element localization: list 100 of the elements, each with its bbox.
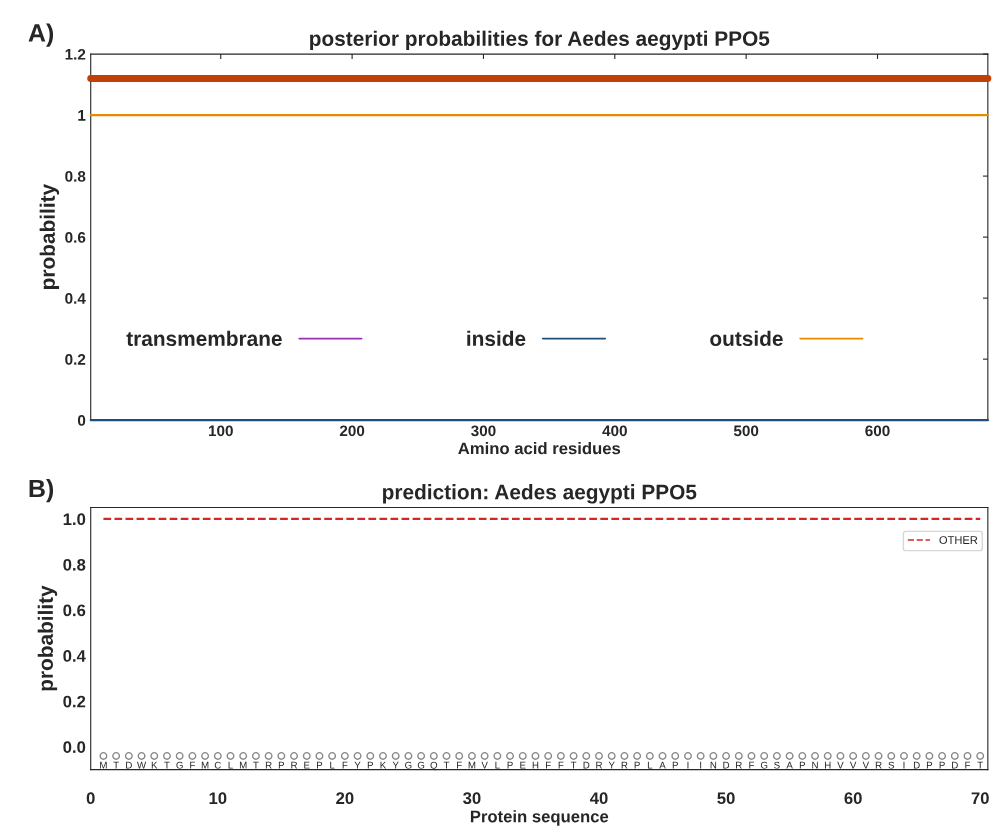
data-label: L [647,761,653,769]
data-label: A [786,761,793,769]
data-label: D [723,761,730,769]
x-tick-label: 40 [589,792,608,805]
x-tick-label: 500 [733,425,759,437]
data-label: P [672,761,678,769]
data-label: W [137,761,147,769]
data-label: R [736,761,742,769]
legend-label: inside [467,330,526,347]
data-label: L [330,761,335,769]
data-label: F [965,761,971,769]
data-label: K [151,761,158,769]
data-label: C [214,761,221,769]
data-label: N [710,761,717,769]
chart-title: prediction: Aedes aegypti PPO5 [383,484,697,504]
chart-title: posterior probabilities for Aedes aegypti PPO5 [310,30,770,51]
data-label: E [520,761,526,769]
data-label: P [507,761,513,769]
x-tick-label: 10 [209,792,227,805]
y-tick-label: 0.4 [63,650,86,662]
data-label: R [621,761,628,769]
y-tick-label: 0.6 [63,604,86,617]
data-label: Y [354,761,361,769]
data-label: M [239,761,247,769]
x-tick-label: 300 [471,425,496,437]
data-label: P [278,761,285,769]
data-label: P [317,761,323,769]
data-label: L [495,761,500,769]
y-axis-title: probability [37,585,58,691]
data-label: F [546,761,551,769]
x-tick-label: 30 [463,792,481,805]
data-label: H [532,761,539,769]
data-label: V [849,761,857,769]
legend-label: OTHER [939,536,978,545]
data-label: H [825,761,831,769]
data-label: F [457,761,462,769]
x-axis-title: Amino acid residues [458,442,621,455]
data-label: G [405,761,412,769]
x-tick-label: 70 [971,792,989,805]
data-label: R [875,761,882,769]
y-tick-label: 1.2 [65,48,86,60]
legend-label: outside [710,330,783,347]
data-label: E [304,761,310,769]
data-label: M [468,761,476,769]
data-label: R [265,761,272,769]
data-label: P [367,761,373,769]
data-label: Y [392,761,399,769]
data-label: N [812,761,818,769]
data-label: P [634,761,640,769]
data-label: A [659,761,666,769]
data-label: F [749,761,755,769]
y-tick-label: 0.2 [63,695,86,708]
y-tick-label: 0.0 [63,741,86,754]
data-label: G [417,761,425,769]
y-tick-label: 1.0 [63,513,86,526]
data-label: Y [608,761,615,769]
data-label: R [596,761,603,769]
data-label: D [952,761,958,769]
data-label: K [380,761,387,769]
data-label: V [837,761,844,769]
data-label: T [113,761,119,769]
y-tick-label: 0.8 [65,170,86,182]
data-label: T [443,761,450,769]
data-label: P [926,761,933,769]
y-tick-label: 0.6 [65,231,86,243]
data-label: P [939,761,945,769]
data-label: G [760,761,768,769]
x-axis-title: Protein sequence [470,810,609,826]
x-tick-label: 600 [865,425,890,437]
data-label: M [201,761,209,769]
text: B) [29,478,54,503]
data-label: M [100,761,107,769]
y-tick-label: 0.8 [63,558,86,571]
y-tick-label: 1 [78,110,86,121]
data-label: I [700,761,702,769]
data-label: F [342,761,348,769]
data-label: F [558,761,564,769]
y-tick-label: 0.2 [65,354,86,365]
data-label: T [164,761,170,769]
y-axis-title: probability [39,183,60,289]
x-tick-label: 400 [602,425,627,437]
data-label: R [291,761,298,769]
data-label: D [583,761,590,769]
x-tick-label: 0 [86,792,95,805]
x-tick-label: 200 [339,425,365,437]
data-label: S [888,761,895,769]
y-tick-label: 0.4 [65,293,86,304]
y-tick-label: 0 [77,415,86,426]
x-tick-label: 100 [208,425,233,437]
data-label: T [977,761,983,769]
data-label: P [799,761,806,769]
data-label: V [862,761,870,769]
data-label: T [253,761,259,769]
x-tick-label: 50 [717,792,735,805]
x-tick-label: 60 [844,792,862,805]
data-label: L [228,761,233,769]
data-label: I [903,761,905,769]
data-label: D [913,761,920,769]
data-label: G [176,761,183,769]
data-label: T [570,761,577,769]
